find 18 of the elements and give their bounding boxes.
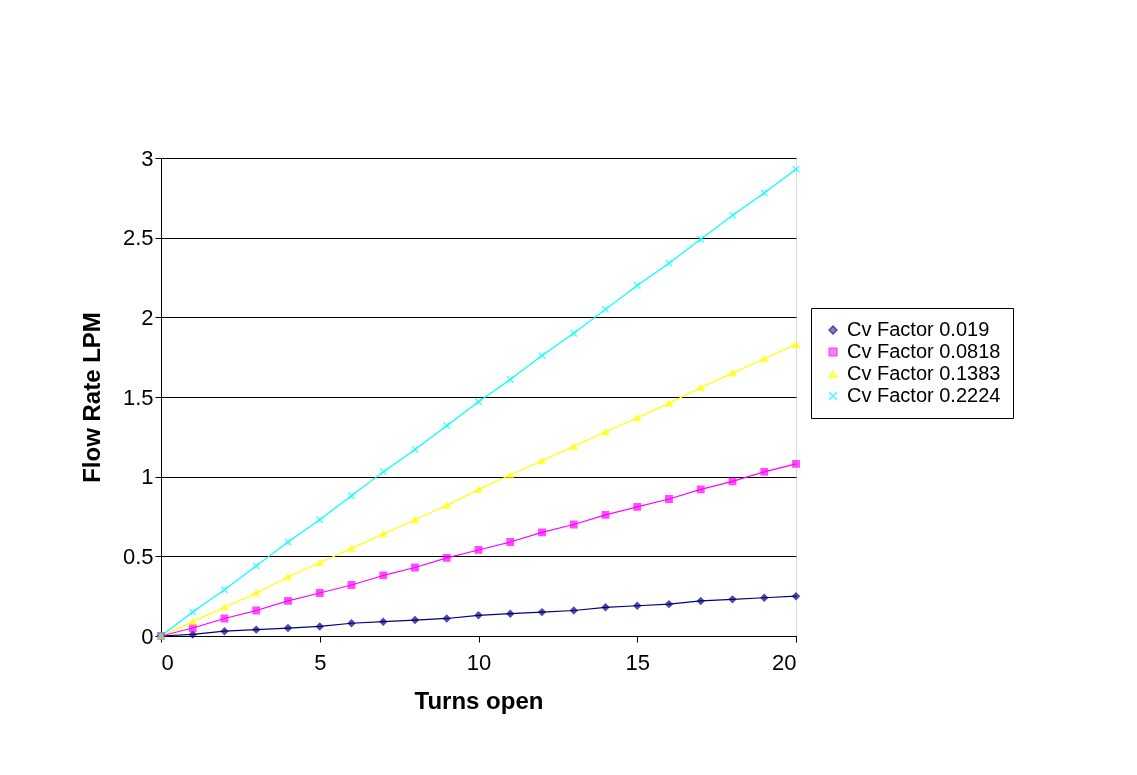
legend-label: Cv Factor 0.2224 [847, 384, 1001, 406]
y-tick-label: 1.5 [122, 384, 154, 410]
x-tick-label: 0 [161, 649, 174, 675]
y-tick-label: 2 [141, 304, 154, 330]
x-tick-label: 10 [466, 649, 492, 675]
y-tick-label: 2.5 [122, 225, 154, 251]
y-tick-label: 0.5 [122, 543, 154, 569]
y-tick-label: 1 [141, 464, 154, 490]
y-tick-label: 0 [141, 623, 154, 649]
y-tick-label: 3 [141, 145, 154, 171]
legend-label: Cv Factor 0.019 [847, 318, 990, 340]
x-tick-label: 15 [625, 649, 650, 675]
legend-label: Cv Factor 0.0818 [847, 340, 1001, 362]
x-axis-title: Turns open [414, 686, 544, 714]
x-tick-label: 20 [772, 649, 797, 675]
legend-label: Cv Factor 0.1383 [847, 362, 1001, 384]
x-tick-label: 5 [314, 649, 327, 675]
y-axis-title: Flow Rate LPM [77, 312, 105, 483]
